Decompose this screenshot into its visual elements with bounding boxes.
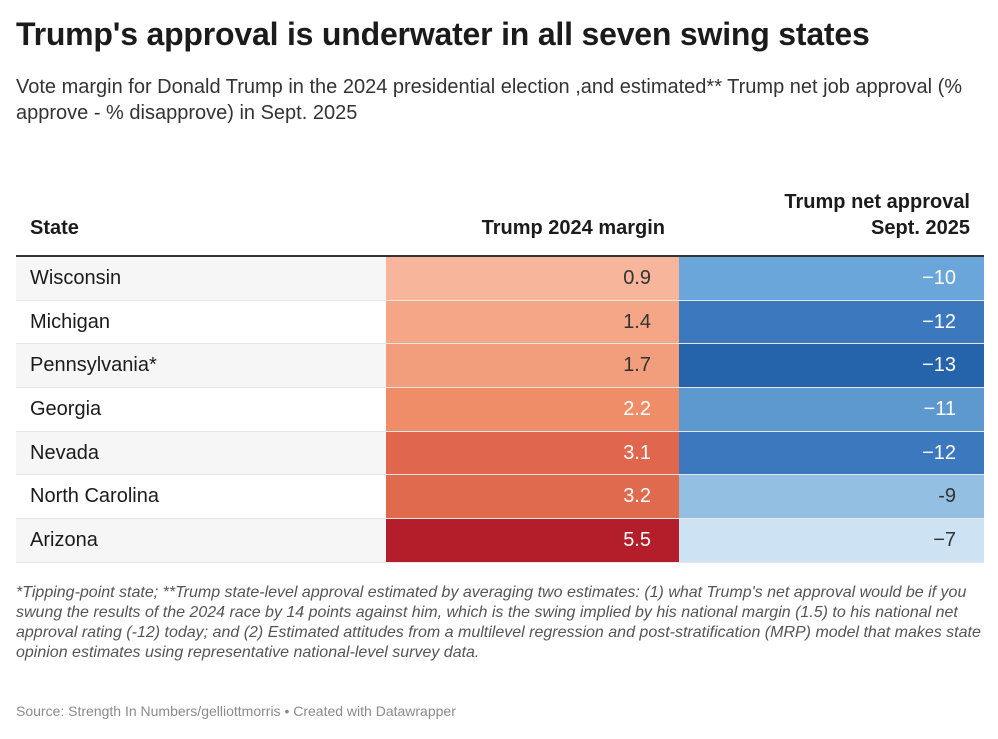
column-header-approval[interactable]: Trump net approval Sept. 2025: [679, 168, 984, 257]
table-header-row: State Trump 2024 margin Trump net approv…: [16, 168, 984, 257]
data-table: State Trump 2024 margin Trump net approv…: [16, 168, 984, 563]
approval-cell: −11: [679, 387, 984, 432]
margin-cell: 1.7: [386, 343, 679, 389]
table-row: Georgia 2.2 −11: [16, 387, 984, 432]
source-credit: Source: Strength In Numbers/gelliottmorr…: [16, 703, 456, 719]
table-body: Wisconsin 0.9 −10 Michigan 1.4 −12 Pennsylvani…: [16, 256, 984, 563]
chart-subtitle: Vote margin for Donald Trump in the 2024…: [16, 76, 963, 124]
margin-cell: 1.4: [386, 300, 679, 345]
state-cell: Arizona: [16, 518, 386, 563]
margin-cell: 2.2: [386, 387, 679, 432]
margin-cell: 5.5: [386, 518, 679, 563]
approval-cell: −12: [679, 300, 984, 345]
table-row: Pennsylvania* 1.7 −13: [16, 343, 984, 389]
approval-cell: −10: [679, 256, 984, 301]
table-row: North Carolina 3.2 -9: [16, 474, 984, 520]
table-row: Michigan 1.4 −12: [16, 300, 984, 345]
state-cell: Michigan: [16, 300, 386, 345]
table-row: Wisconsin 0.9 −10: [16, 256, 984, 301]
table-row: Arizona 5.5 −7: [16, 518, 984, 563]
state-cell: Georgia: [16, 387, 386, 432]
column-header-approval-line1: Trump net approval: [784, 191, 970, 213]
state-cell: Wisconsin: [16, 256, 386, 301]
column-header-state[interactable]: State: [16, 168, 386, 257]
state-cell: North Carolina: [16, 474, 386, 520]
chart-title: Trump's approval is underwater in all se…: [16, 16, 870, 52]
state-cell: Pennsylvania*: [16, 343, 386, 389]
approval-cell: -9: [679, 474, 984, 520]
approval-cell: −12: [679, 431, 984, 476]
column-header-margin[interactable]: Trump 2024 margin: [386, 168, 679, 257]
state-cell: Nevada: [16, 431, 386, 476]
margin-cell: 3.1: [386, 431, 679, 476]
column-header-approval-line2: Sept. 2025: [871, 217, 970, 239]
approval-cell: −7: [679, 518, 984, 563]
margin-cell: 0.9: [386, 256, 679, 301]
margin-cell: 3.2: [386, 474, 679, 520]
approval-cell: −13: [679, 343, 984, 389]
table-row: Nevada 3.1 −12: [16, 431, 984, 476]
footnote: *Tipping-point state; **Trump state-leve…: [16, 584, 981, 661]
